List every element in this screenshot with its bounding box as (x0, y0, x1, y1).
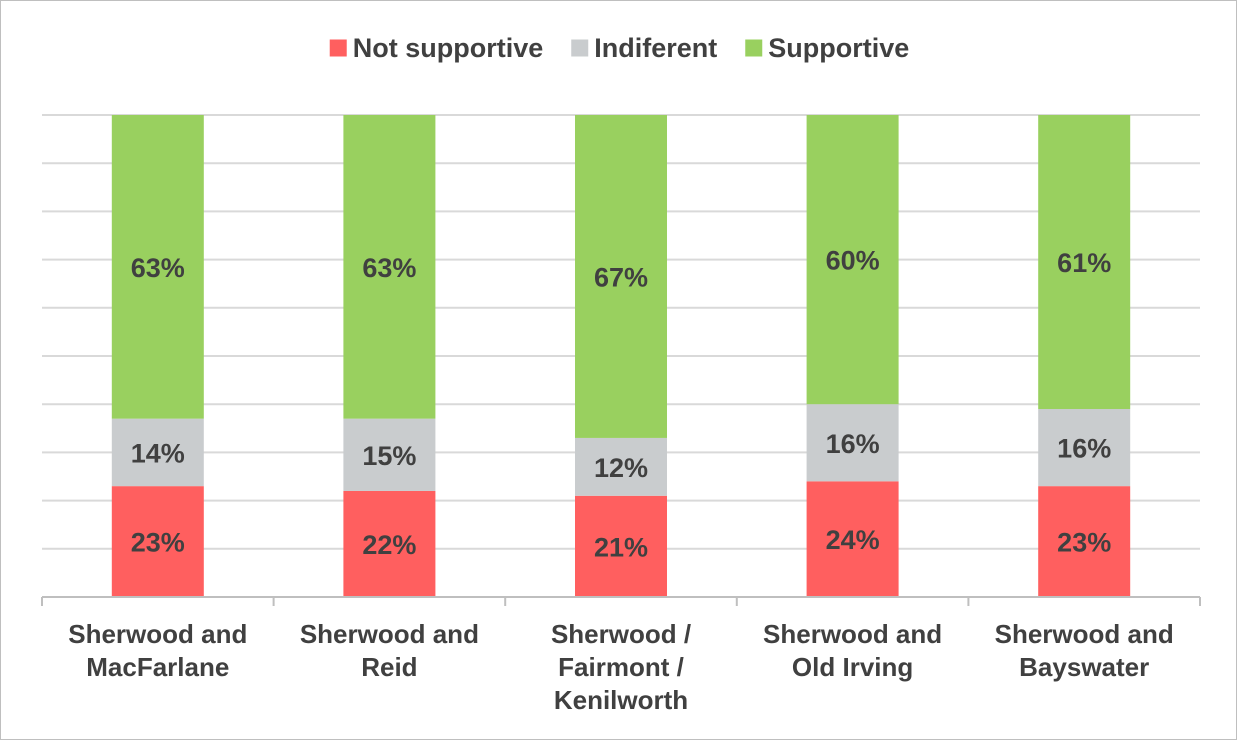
bar-indiferent-2 (343, 418, 436, 491)
data-label: 23% (1057, 528, 1111, 558)
bar-not-supportive-1 (111, 486, 204, 597)
bar-not-supportive-5 (1038, 486, 1131, 597)
data-label: 67% (594, 262, 648, 292)
data-label: 16% (826, 429, 880, 459)
data-label: 21% (594, 532, 648, 562)
category-label-line: Sherwood and (300, 619, 479, 649)
bar-indiferent-5 (1038, 409, 1131, 487)
category-label-line: Sherwood / (551, 619, 691, 649)
legend-label: Indiferent (594, 33, 717, 63)
bar-indiferent-3 (575, 437, 667, 496)
bar-not-supportive-3 (575, 495, 667, 597)
category-label-line: Sherwood and (68, 619, 247, 649)
chart-legend: Not supportive Indiferent Supportive (329, 33, 909, 63)
legend-label: Supportive (768, 33, 909, 63)
category-label: Sherwood and Bayswater (995, 619, 1174, 682)
data-label: 22% (362, 530, 416, 560)
category-label-line: Sherwood and (995, 619, 1174, 649)
legend-label: Not supportive (353, 33, 544, 63)
category-label-line: Bayswater (1019, 652, 1149, 682)
data-label: 15% (362, 441, 416, 471)
bar-indiferent-4 (806, 404, 899, 482)
data-label: 63% (131, 253, 185, 283)
bar-indiferent-1 (111, 418, 204, 487)
bar-not-supportive-2 (343, 490, 436, 597)
data-label: 12% (594, 453, 648, 483)
category-label-line: Reid (361, 652, 417, 682)
data-label: 23% (131, 528, 185, 558)
category-label: Sherwood / Fairmont / Kenilworth (551, 619, 691, 715)
category-label: Sherwood and Reid (300, 619, 479, 682)
bar-supportive-1 (111, 115, 204, 419)
category-label-line: Sherwood and (763, 619, 942, 649)
bar-supportive-4 (806, 115, 899, 405)
legend-swatch (329, 39, 347, 57)
category-label-line: Kenilworth (554, 685, 688, 715)
category-label-line: MacFarlane (86, 652, 229, 682)
category-label-line: Old Irving (792, 652, 913, 682)
category-label: Sherwood and Old Irving (763, 619, 942, 682)
data-label: 24% (826, 525, 880, 555)
bar-supportive-3 (575, 115, 667, 438)
bar-supportive-5 (1038, 115, 1131, 410)
category-label: Sherwood and MacFarlane (68, 619, 247, 682)
data-label: 60% (826, 246, 880, 276)
data-label: 16% (1057, 434, 1111, 464)
category-label-line: Fairmont / (558, 652, 684, 682)
data-label: 63% (362, 253, 416, 283)
bar-supportive-2 (343, 115, 436, 419)
data-label: 61% (1057, 248, 1111, 278)
data-label: 14% (131, 438, 185, 468)
bar-not-supportive-4 (806, 481, 899, 597)
bars: 23% 14% 63% 22% 15% 63% 21% 12% 67% 24% 16% 60% 23% 1… (111, 115, 1131, 597)
legend-swatch (745, 39, 763, 57)
x-axis (41, 596, 1201, 606)
legend-swatch (571, 39, 589, 57)
